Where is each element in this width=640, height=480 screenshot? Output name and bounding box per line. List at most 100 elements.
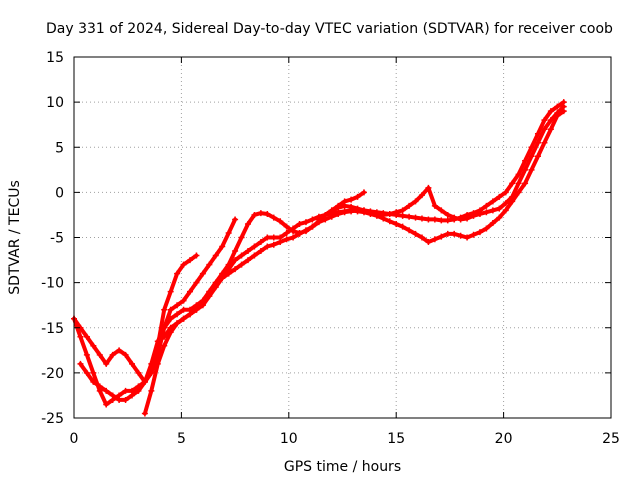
data-point xyxy=(90,369,97,376)
data-point xyxy=(354,205,361,212)
data-point xyxy=(135,369,142,376)
data-point xyxy=(560,103,567,110)
data-point xyxy=(380,211,387,218)
x-axis-label: GPS time / hours xyxy=(284,459,401,475)
data-point xyxy=(489,220,496,227)
data-point xyxy=(431,216,438,223)
data-point xyxy=(232,266,239,273)
data-point xyxy=(470,231,477,238)
data-point xyxy=(167,324,174,331)
data-point xyxy=(219,275,226,282)
data-point xyxy=(309,216,316,223)
data-point xyxy=(244,257,251,264)
data-point xyxy=(341,208,348,215)
data-point xyxy=(528,144,535,151)
data-point xyxy=(522,157,529,164)
data-point xyxy=(180,261,187,268)
data-point xyxy=(277,234,284,241)
data-point xyxy=(186,288,193,295)
data-point xyxy=(373,211,380,218)
data-point xyxy=(290,234,297,241)
data-point xyxy=(154,360,161,367)
data-point xyxy=(302,227,309,234)
y-tick-label: 5 xyxy=(55,140,64,156)
data-point xyxy=(444,211,451,218)
data-point xyxy=(412,198,419,205)
data-point xyxy=(238,261,245,268)
data-point xyxy=(348,203,355,210)
data-point xyxy=(476,211,483,218)
data-point xyxy=(77,333,84,340)
data-point xyxy=(83,351,90,358)
data-point xyxy=(270,214,277,221)
data-point xyxy=(264,243,271,250)
data-point xyxy=(212,284,219,291)
data-point xyxy=(167,306,174,313)
data-point xyxy=(315,216,322,223)
data-point xyxy=(180,306,187,313)
data-point xyxy=(367,209,374,216)
data-point xyxy=(251,252,258,259)
y-axis-label: SDTVAR / TECUs xyxy=(7,180,23,295)
data-point xyxy=(406,213,413,220)
data-point xyxy=(438,207,445,214)
data-point xyxy=(418,192,425,199)
data-point xyxy=(257,210,264,217)
y-tick-label: -20 xyxy=(41,366,64,382)
y-tick-label: -10 xyxy=(41,276,64,292)
data-point xyxy=(425,239,432,246)
x-tick-label: 0 xyxy=(70,431,79,447)
data-point xyxy=(154,338,161,345)
data-point xyxy=(174,320,181,327)
y-tick-label: 15 xyxy=(46,50,64,66)
series-line-arc-3 xyxy=(78,190,366,402)
data-point xyxy=(116,396,123,403)
gridlines xyxy=(74,57,611,418)
data-point xyxy=(328,207,335,214)
data-point xyxy=(206,293,213,300)
data-point xyxy=(534,139,541,146)
x-tick-label: 25 xyxy=(602,431,620,447)
data-point xyxy=(193,306,200,313)
data-point xyxy=(451,230,458,237)
data-point xyxy=(161,324,168,331)
data-point xyxy=(386,211,393,218)
data-point xyxy=(502,189,509,196)
data-point xyxy=(296,230,303,237)
data-point xyxy=(225,266,232,273)
data-point xyxy=(122,396,129,403)
data-point xyxy=(322,211,329,218)
data-point xyxy=(438,217,445,224)
data-point xyxy=(277,218,284,225)
data-point xyxy=(167,288,174,295)
data-point xyxy=(128,360,135,367)
data-point xyxy=(515,171,522,178)
data-point xyxy=(283,223,290,230)
data-point xyxy=(412,230,419,237)
x-tick-label: 15 xyxy=(387,431,405,447)
data-point xyxy=(283,229,290,236)
data-point xyxy=(83,333,90,340)
x-tick-label: 20 xyxy=(495,431,513,447)
data-point xyxy=(186,257,193,264)
data-point xyxy=(257,248,264,255)
data-point xyxy=(290,225,297,232)
data-point xyxy=(161,333,168,340)
data-point xyxy=(354,193,361,200)
data-point xyxy=(83,369,90,376)
data-point xyxy=(522,180,529,187)
data-point xyxy=(148,360,155,367)
data-point xyxy=(406,202,413,209)
data-point xyxy=(238,252,245,259)
data-point xyxy=(141,378,148,385)
data-point xyxy=(483,209,490,216)
data-point xyxy=(270,234,277,241)
data-point xyxy=(103,401,110,408)
data-point xyxy=(547,126,554,133)
data-point xyxy=(257,239,264,246)
data-point xyxy=(399,223,406,230)
data-point xyxy=(438,233,445,240)
data-point xyxy=(232,216,239,223)
data-point xyxy=(122,351,129,358)
data-point xyxy=(431,202,438,209)
